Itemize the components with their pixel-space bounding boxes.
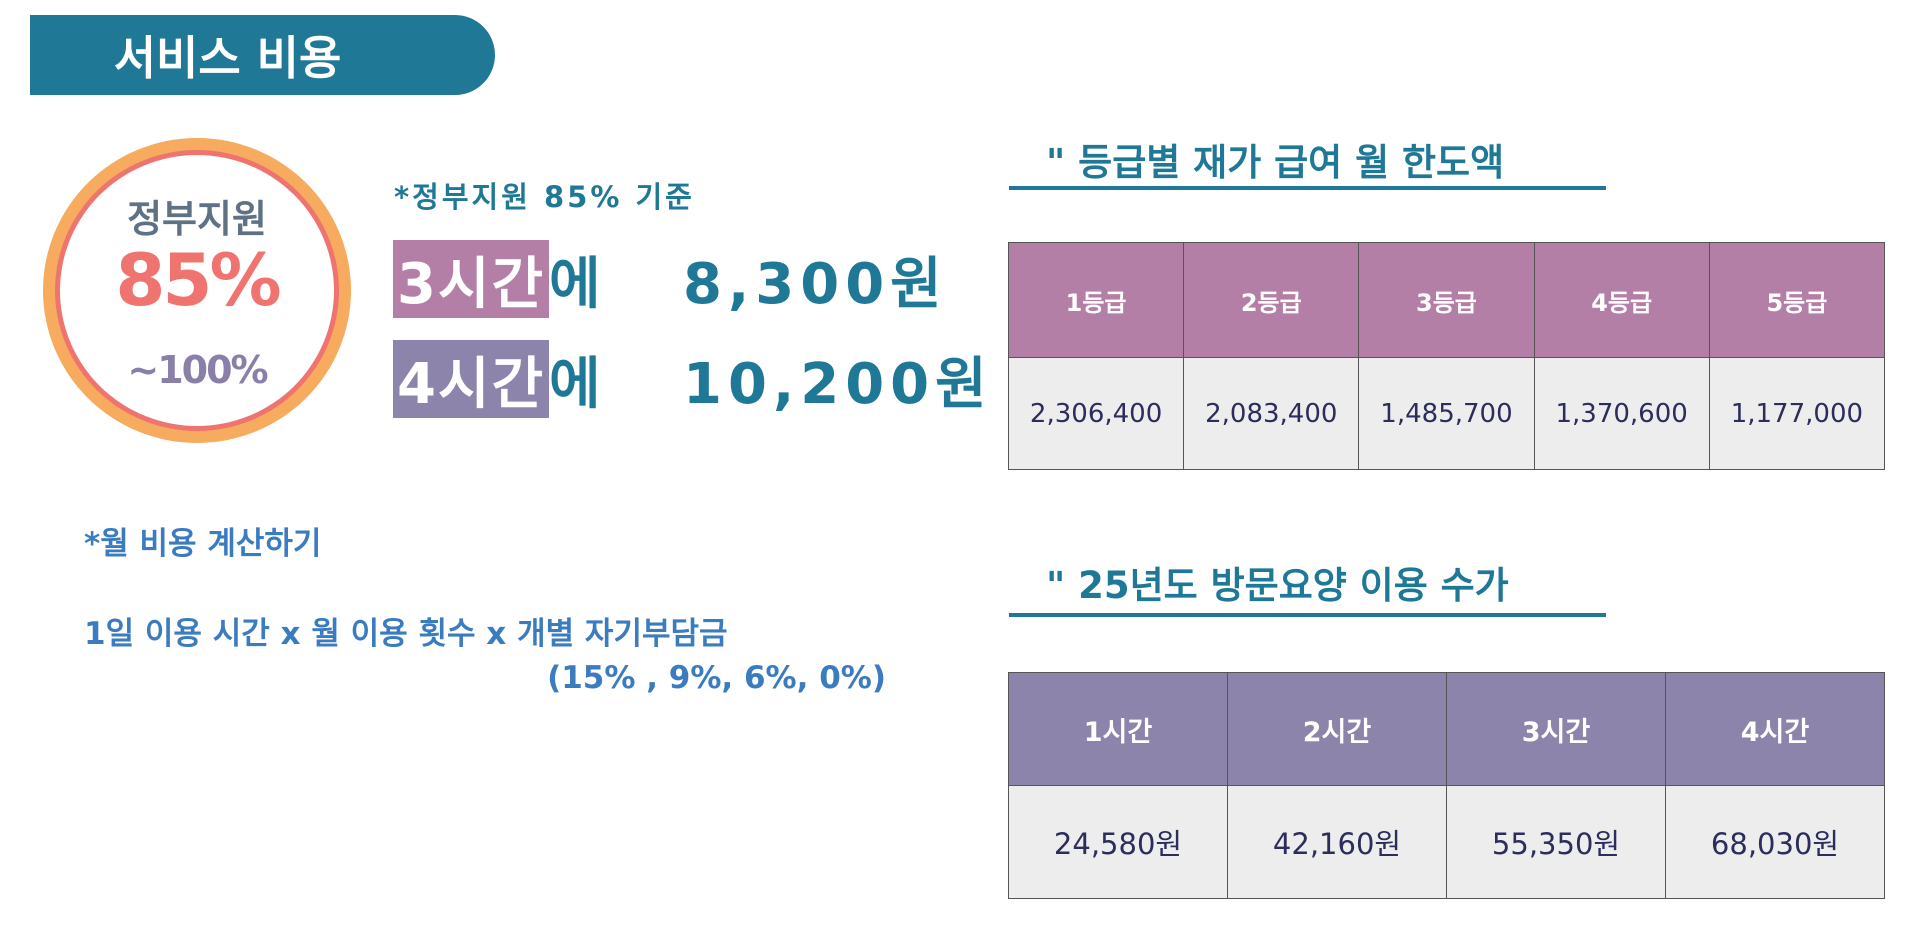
table-header: 4시간: [1665, 672, 1885, 786]
table-header-row: 1등급 2등급 3등급 4등급 5등급: [1007, 242, 1886, 358]
support-max: ~100%: [127, 348, 268, 392]
heading-underline: [1009, 613, 1606, 617]
calc-title: *월 비용 계산하기: [84, 526, 322, 562]
support-percent: 85%: [115, 238, 281, 322]
rate-price: 에 10,200원: [549, 351, 993, 417]
grade-limit-heading: " 등급별 재가 급여 월 한도액: [1046, 141, 1505, 184]
table-header-row: 1시간 2시간 3시간 4시간: [1008, 672, 1885, 786]
calc-copay-rates: (15% , 9%, 6%, 0%): [547, 660, 886, 696]
table-header: 2등급: [1183, 242, 1360, 358]
heading-underline: [1009, 186, 1606, 190]
support-label: 정부지원: [127, 197, 267, 241]
rate-4-hours: 4시간 에 10,200원: [393, 340, 993, 418]
table-header: 3등급: [1358, 242, 1535, 358]
table-row: 2,306,400 2,083,400 1,485,700 1,370,600 …: [1007, 357, 1886, 470]
rate-hours-label: 4시간: [393, 340, 550, 418]
table-row: 24,580원 42,160원 55,350원 68,030원: [1008, 785, 1885, 899]
visit-fee-heading: " 25년도 방문요양 이용 수가: [1046, 564, 1509, 607]
table-header: 2시간: [1227, 672, 1447, 786]
calc-formula: 1일 이용 시간 x 월 이용 횟수 x 개별 자기부담금: [84, 616, 728, 652]
section-title-banner: 서비스 비용: [30, 15, 495, 95]
table-header: 5등급: [1708, 242, 1886, 358]
table-cell: 1,177,000: [1708, 357, 1886, 470]
section-title: 서비스 비용: [113, 31, 342, 85]
table-cell: 68,030원: [1665, 785, 1885, 899]
grade-limit-table: 1등급 2등급 3등급 4등급 5등급 2,306,400 2,083,400 …: [1007, 242, 1886, 470]
table-cell: 55,350원: [1446, 785, 1666, 899]
table-cell: 24,580원: [1008, 785, 1228, 899]
table-header: 1시간: [1008, 672, 1228, 786]
table-cell: 2,083,400: [1183, 357, 1360, 470]
table-cell: 42,160원: [1227, 785, 1447, 899]
support-circle: 정부지원 85% ~100%: [43, 138, 351, 443]
basis-note: *정부지원 85% 기준: [394, 180, 695, 214]
table-header: 4등급: [1533, 242, 1710, 358]
table-header: 3시간: [1446, 672, 1666, 786]
table-cell: 1,370,600: [1533, 357, 1710, 470]
table-header: 1등급: [1007, 242, 1185, 358]
table-cell: 2,306,400: [1007, 357, 1185, 470]
rate-hours-label: 3시간: [393, 240, 550, 318]
rate-3-hours: 3시간 에 8,300원: [393, 240, 948, 318]
table-cell: 1,485,700: [1358, 357, 1535, 470]
visit-fee-table: 1시간 2시간 3시간 4시간 24,580원 42,160원 55,350원 …: [1008, 672, 1885, 899]
rate-price: 에 8,300원: [549, 251, 948, 317]
